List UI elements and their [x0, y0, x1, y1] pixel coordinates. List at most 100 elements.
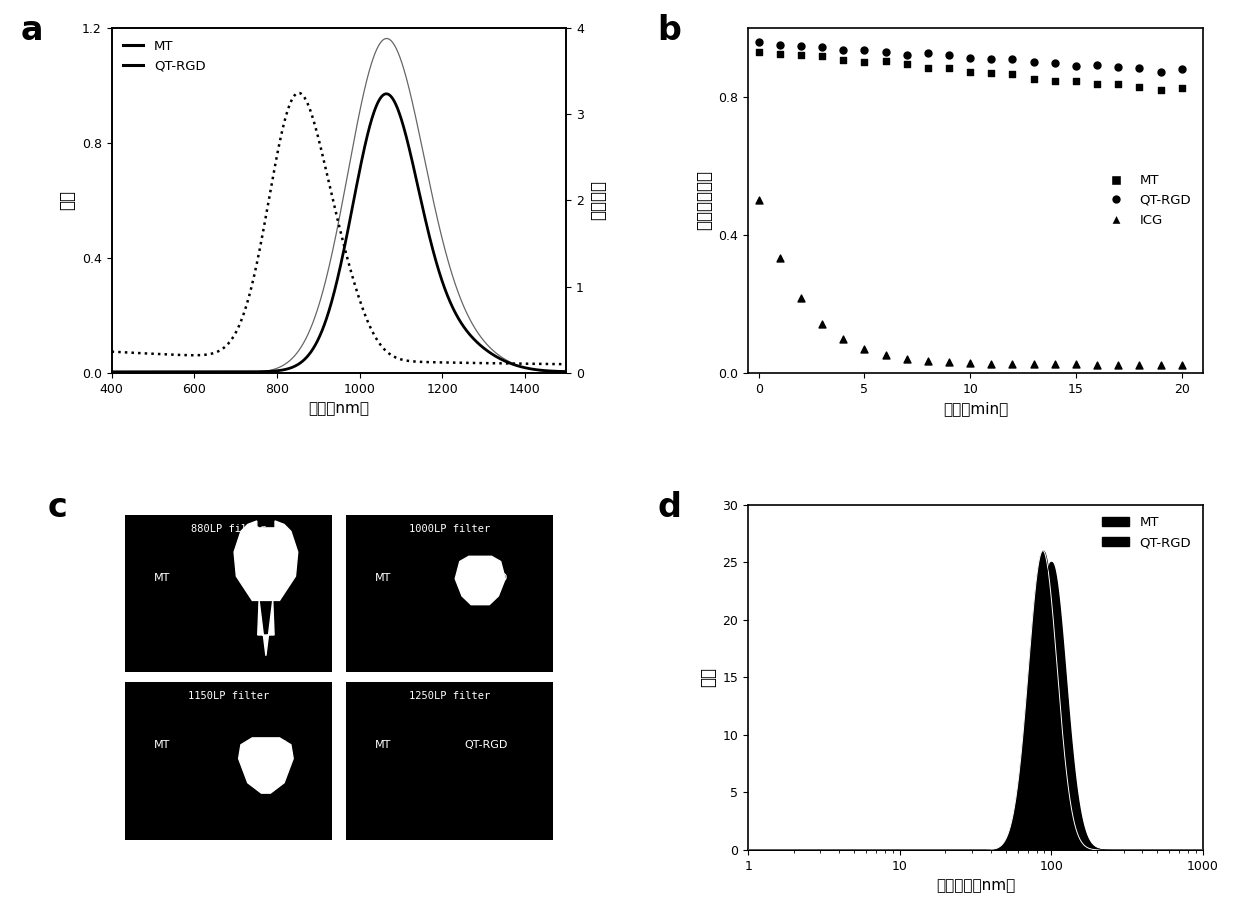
- Point: [960, 356, 980, 371]
- Text: a: a: [21, 14, 43, 47]
- Polygon shape: [238, 738, 293, 793]
- Point: [791, 47, 811, 62]
- MT: [551, 366, 565, 377]
- Text: MT: MT: [374, 573, 391, 583]
- Point: [1130, 358, 1149, 372]
- MT: [298, 353, 312, 364]
- Point: [749, 34, 769, 49]
- Point: [1109, 358, 1128, 372]
- MT: [279, 364, 294, 375]
- QT-RGD: [291, 88, 306, 99]
- MT: [559, 366, 574, 377]
- Point: [833, 43, 853, 57]
- Point: [791, 291, 811, 306]
- Text: QT-RGD: QT-RGD: [244, 740, 288, 750]
- Point: [812, 40, 832, 55]
- Legend: MT, QT-RGD: MT, QT-RGD: [118, 34, 211, 78]
- QT-RGD: [279, 111, 294, 122]
- QT-RGD: [559, 359, 574, 370]
- Point: [875, 44, 895, 59]
- MT: [501, 357, 516, 368]
- Point: [918, 60, 937, 75]
- Text: 880LP filter: 880LP filter: [191, 524, 267, 533]
- Point: [1172, 61, 1192, 76]
- Y-axis label: 吸收: 吸收: [58, 190, 77, 211]
- Text: MT: MT: [374, 740, 391, 750]
- Point: [854, 342, 874, 357]
- Point: [1151, 358, 1171, 372]
- MT: [156, 366, 171, 377]
- Bar: [346, 515, 553, 672]
- Y-axis label: 相对荧光强度: 相对荧光强度: [694, 171, 713, 230]
- Point: [897, 351, 916, 366]
- Text: c: c: [48, 491, 68, 524]
- Point: [1045, 55, 1065, 70]
- MT: [104, 366, 119, 377]
- Point: [1003, 67, 1023, 81]
- X-axis label: 波长（nm）: 波长（nm）: [309, 402, 370, 417]
- Text: MT: MT: [154, 573, 171, 583]
- Legend: MT, QT-RGD: MT, QT-RGD: [1097, 511, 1197, 554]
- Point: [749, 44, 769, 59]
- Point: [981, 66, 1001, 80]
- Y-axis label: 荧光强度: 荧光强度: [589, 180, 608, 221]
- Point: [812, 48, 832, 63]
- Point: [1109, 77, 1128, 91]
- QT-RGD: [299, 94, 314, 105]
- Y-axis label: 强度: 强度: [699, 667, 717, 687]
- Point: [960, 64, 980, 79]
- QT-RGD: [156, 348, 171, 359]
- Point: [1045, 357, 1065, 371]
- Point: [1045, 74, 1065, 89]
- Point: [1066, 357, 1086, 371]
- Text: d: d: [657, 491, 681, 524]
- Point: [833, 332, 853, 346]
- Text: QT-RGD: QT-RGD: [465, 740, 508, 750]
- Bar: [346, 683, 553, 840]
- MT: [184, 366, 198, 377]
- Text: b: b: [657, 14, 681, 47]
- Text: 1250LP filter: 1250LP filter: [408, 691, 490, 701]
- Point: [1151, 82, 1171, 97]
- Point: [939, 61, 959, 76]
- QT-RGD: [104, 346, 119, 358]
- Point: [1151, 65, 1171, 79]
- Point: [770, 38, 790, 53]
- Polygon shape: [455, 556, 505, 604]
- Point: [1087, 77, 1107, 91]
- Point: [1024, 72, 1044, 87]
- Point: [1109, 59, 1128, 74]
- X-axis label: 时间（min）: 时间（min）: [942, 402, 1008, 417]
- Polygon shape: [234, 521, 298, 601]
- Bar: [125, 683, 332, 840]
- Point: [1066, 74, 1086, 89]
- MT: [379, 89, 394, 100]
- Text: QT-RGD: QT-RGD: [244, 573, 288, 583]
- Line: QT-RGD: QT-RGD: [112, 93, 567, 364]
- Point: [854, 43, 874, 57]
- Point: [1024, 55, 1044, 69]
- Point: [939, 355, 959, 370]
- Point: [1087, 57, 1107, 72]
- Point: [981, 357, 1001, 371]
- Point: [939, 47, 959, 62]
- Polygon shape: [258, 601, 274, 656]
- Legend: MT, QT-RGD, ICG: MT, QT-RGD, ICG: [1097, 169, 1197, 232]
- Text: 1000LP filter: 1000LP filter: [408, 524, 490, 533]
- Point: [770, 250, 790, 265]
- Point: [1172, 80, 1192, 95]
- Point: [897, 48, 916, 63]
- QT-RGD: [501, 358, 516, 369]
- Point: [918, 354, 937, 369]
- Point: [1130, 60, 1149, 75]
- Point: [1130, 80, 1149, 95]
- Text: MT: MT: [154, 740, 171, 750]
- Point: [812, 316, 832, 331]
- Point: [791, 39, 811, 54]
- Point: [875, 347, 895, 362]
- Bar: [125, 515, 332, 672]
- QT-RGD: [184, 349, 198, 360]
- Text: 1150LP filter: 1150LP filter: [188, 691, 269, 701]
- Point: [897, 56, 916, 71]
- Point: [981, 52, 1001, 67]
